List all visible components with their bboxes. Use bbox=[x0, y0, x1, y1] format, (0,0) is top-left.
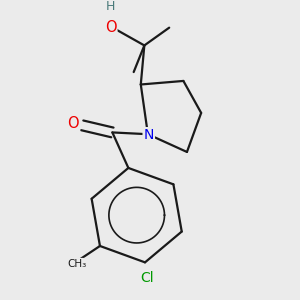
Text: Cl: Cl bbox=[140, 272, 154, 285]
Text: CH₃: CH₃ bbox=[67, 259, 86, 269]
Text: N: N bbox=[144, 128, 154, 142]
Text: H: H bbox=[106, 0, 115, 13]
Text: O: O bbox=[105, 20, 116, 35]
Text: O: O bbox=[68, 116, 79, 131]
